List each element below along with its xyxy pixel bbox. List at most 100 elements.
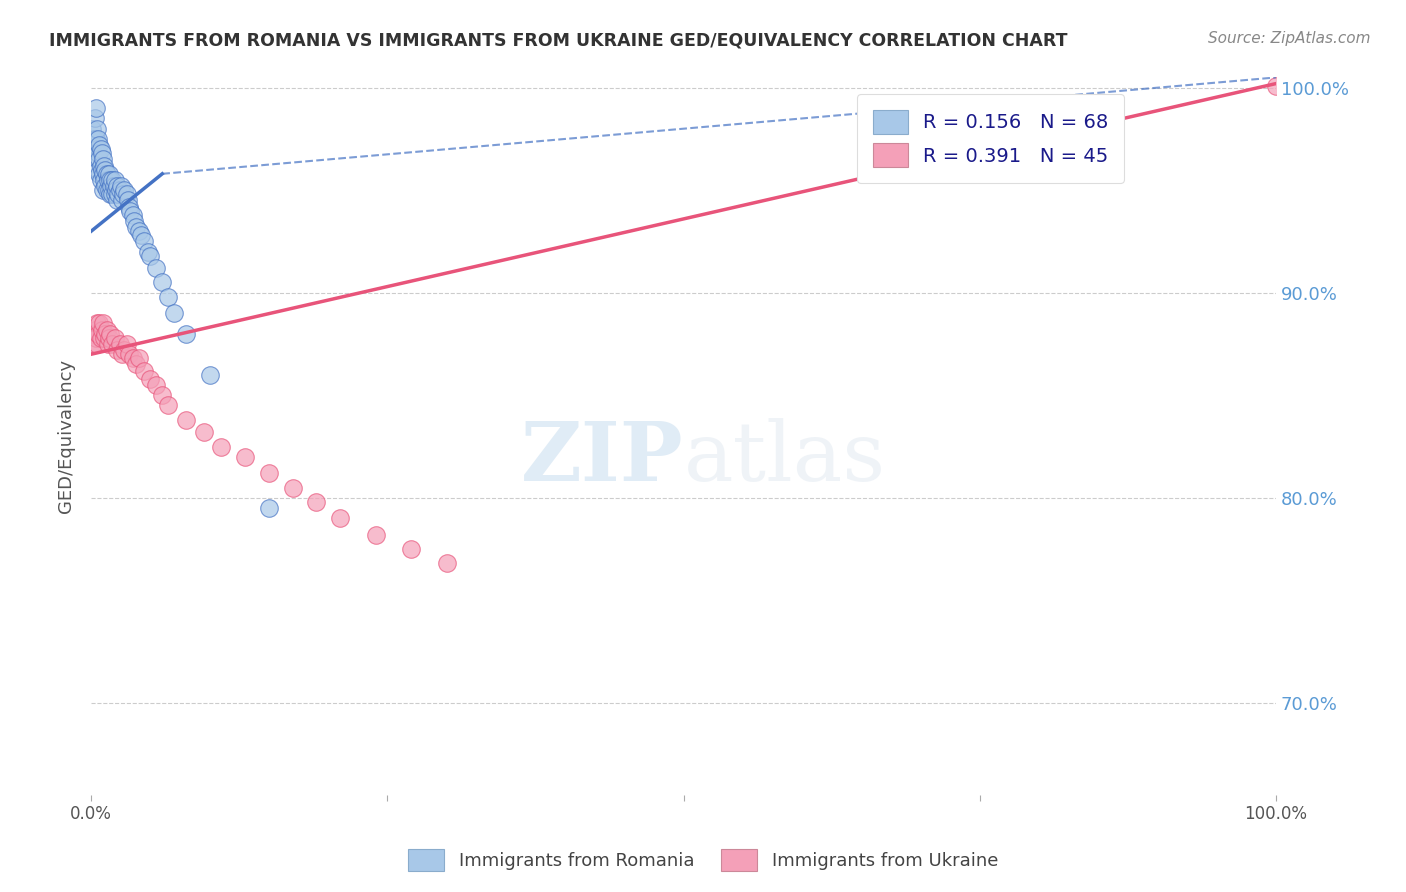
Point: [83, 142, 105, 156]
Point: [105, 179, 128, 194]
Point: [128, 351, 150, 366]
Point: [105, 183, 128, 197]
Legend: Immigrants from Romania, Immigrants from Ukraine: Immigrants from Romania, Immigrants from…: [401, 842, 1005, 879]
Point: [97, 337, 120, 351]
Point: [436, 557, 458, 571]
Point: [96, 323, 118, 337]
Point: [121, 351, 143, 366]
Point: [89, 153, 111, 167]
Point: [87, 162, 110, 177]
Text: Source: ZipAtlas.com: Source: ZipAtlas.com: [1208, 31, 1371, 46]
Point: [174, 326, 197, 341]
Point: [125, 358, 148, 372]
Point: [139, 249, 162, 263]
Point: [82, 121, 104, 136]
Point: [83, 132, 105, 146]
Point: [163, 306, 186, 320]
Point: [86, 153, 108, 167]
Point: [257, 466, 280, 480]
Point: [87, 326, 110, 341]
Point: [111, 194, 134, 208]
Point: [84, 101, 107, 115]
Point: [97, 167, 120, 181]
Point: [100, 179, 122, 194]
Point: [198, 368, 221, 382]
Point: [329, 511, 352, 525]
Point: [121, 208, 143, 222]
Point: [98, 326, 121, 341]
Point: [89, 167, 111, 181]
Point: [89, 138, 111, 153]
Point: [86, 142, 108, 156]
Point: [90, 142, 112, 156]
Point: [129, 228, 152, 243]
Point: [157, 290, 180, 304]
Point: [193, 425, 215, 439]
Point: [86, 317, 108, 331]
Point: [157, 399, 180, 413]
Text: ZIP: ZIP: [522, 417, 683, 498]
Point: [112, 183, 135, 197]
Point: [90, 146, 112, 161]
Point: [125, 220, 148, 235]
Point: [111, 347, 134, 361]
Point: [120, 203, 142, 218]
Point: [87, 146, 110, 161]
Point: [105, 343, 128, 358]
Point: [145, 378, 167, 392]
Point: [94, 326, 117, 341]
Point: [83, 337, 105, 351]
Point: [281, 481, 304, 495]
Point: [84, 132, 107, 146]
Point: [136, 244, 159, 259]
Point: [108, 183, 131, 197]
Point: [233, 450, 256, 464]
Point: [112, 187, 135, 202]
Point: [97, 173, 120, 187]
Point: [399, 541, 422, 556]
Point: [83, 112, 105, 126]
Y-axis label: GED/Equivalency: GED/Equivalency: [58, 359, 75, 513]
Point: [91, 317, 114, 331]
Point: [364, 527, 387, 541]
Point: [101, 173, 124, 187]
Point: [107, 187, 129, 202]
Point: [90, 162, 112, 177]
Point: [101, 337, 124, 351]
Point: [98, 187, 121, 202]
Point: [145, 261, 167, 276]
Point: [257, 501, 280, 516]
Point: [96, 167, 118, 181]
Point: [84, 331, 107, 345]
Point: [104, 187, 127, 202]
Point: [93, 159, 115, 173]
Point: [115, 337, 138, 351]
Point: [93, 173, 115, 187]
Point: [90, 323, 112, 337]
Point: [96, 183, 118, 197]
Point: [87, 132, 110, 146]
Point: [118, 347, 141, 361]
Point: [174, 413, 197, 427]
Point: [97, 331, 120, 345]
Point: [112, 343, 135, 358]
Text: IMMIGRANTS FROM ROMANIA VS IMMIGRANTS FROM UKRAINE GED/EQUIVALENCY CORRELATION C: IMMIGRANTS FROM ROMANIA VS IMMIGRANTS FR…: [49, 31, 1067, 49]
Point: [94, 179, 117, 194]
Point: [98, 173, 121, 187]
Point: [90, 331, 112, 345]
Point: [83, 323, 105, 337]
Point: [103, 179, 125, 194]
Point: [82, 326, 104, 341]
Point: [110, 179, 132, 194]
Point: [139, 372, 162, 386]
Point: [150, 388, 173, 402]
Point: [94, 162, 117, 177]
Point: [134, 235, 156, 249]
Point: [118, 200, 141, 214]
Point: [91, 183, 114, 197]
Point: [104, 173, 127, 187]
Point: [91, 153, 114, 167]
Point: [305, 495, 328, 509]
Point: [134, 364, 156, 378]
Text: atlas: atlas: [683, 417, 886, 498]
